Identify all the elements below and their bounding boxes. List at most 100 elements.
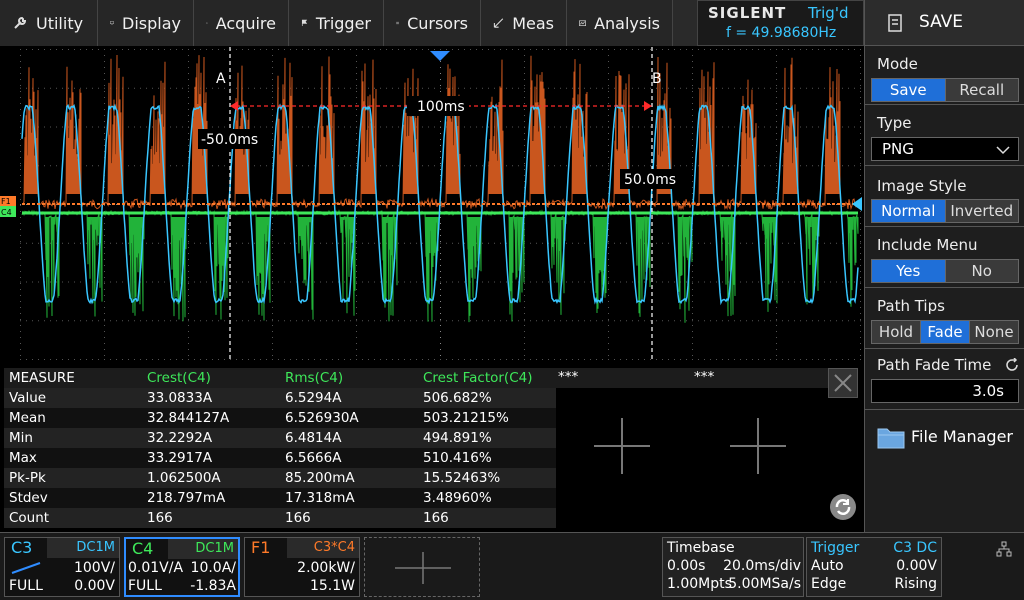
- path-fade-time-input[interactable]: 3.0s: [871, 379, 1019, 403]
- path-fade-time-section: Path Fade Time 3.0s: [865, 350, 1024, 410]
- menu-meas[interactable]: Meas: [481, 0, 567, 46]
- file-manager-label: File Manager: [911, 427, 1013, 446]
- cell: 32.2292A: [142, 428, 280, 448]
- c3-bandwidth: FULL: [9, 578, 43, 594]
- timebase-box[interactable]: Timebase 0.00s 20.0ms/div 1.00Mpts 5.00M…: [662, 537, 804, 597]
- include-menu-toggle: Yes No: [871, 259, 1019, 283]
- include-menu-yes-option[interactable]: Yes: [872, 260, 946, 282]
- measure-header-crest[interactable]: Crest(C4): [142, 368, 280, 388]
- type-section: Type PNG: [865, 106, 1024, 166]
- cell: 506.682%: [418, 388, 556, 408]
- measure-header-empty-1[interactable]: ***: [558, 369, 579, 385]
- sample-rate: 5.00MSa/s: [728, 576, 801, 592]
- cell: 85.200mA: [280, 468, 418, 488]
- include-menu-section: Include Menu Yes No: [865, 228, 1024, 288]
- f1-offset: 15.1W: [309, 578, 355, 594]
- f1-marker[interactable]: [0, 196, 16, 206]
- type-dropdown[interactable]: PNG: [871, 137, 1019, 161]
- menu-display[interactable]: Display: [98, 0, 194, 46]
- cursor-b-label: B: [652, 71, 662, 87]
- channel-c3-box[interactable]: C3 DC1M 100V/ FULL 0.00V: [4, 537, 120, 597]
- acquire-icon: [206, 22, 208, 24]
- cell: 3.48960%: [418, 488, 556, 508]
- type-value: PNG: [882, 140, 914, 158]
- save-panel: SAVE Mode Save Recall Type PNG Image Sty…: [864, 0, 1024, 532]
- floppy-icon: [888, 14, 902, 32]
- menu-utility[interactable]: Utility: [0, 0, 98, 46]
- measure-header-rms[interactable]: Rms(C4): [280, 368, 418, 388]
- row-label: Min: [4, 428, 142, 448]
- trigger-position-marker[interactable]: [430, 51, 450, 61]
- path-tips-fade-option[interactable]: Fade: [921, 321, 970, 343]
- f1-scale: 2.00kW/: [297, 560, 355, 576]
- panel-title: SAVE: [919, 12, 964, 32]
- timebase-delay: 0.00s: [667, 558, 706, 574]
- menu-analysis[interactable]: Analysis: [567, 0, 673, 46]
- wrench-icon: [14, 16, 27, 29]
- path-tips-hold-option[interactable]: Hold: [872, 321, 921, 343]
- measure-header-empty-2[interactable]: ***: [694, 369, 715, 385]
- menu-acquire-label: Acquire: [215, 13, 276, 33]
- function-f1-box[interactable]: F1 C3*C4 2.00kW/ 15.1W: [244, 537, 360, 597]
- menu-acquire[interactable]: Acquire: [194, 0, 289, 46]
- row-label: Mean: [4, 408, 142, 428]
- mode-recall-option[interactable]: Recall: [945, 79, 1018, 101]
- table-row: Mean 32.844127A 6.526930A 503.21215%: [4, 408, 556, 428]
- c3-coupling: DC1M: [47, 538, 119, 558]
- path-tips-toggle: Hold Fade None: [871, 320, 1019, 344]
- file-manager-button[interactable]: File Manager: [865, 411, 1024, 467]
- cell: 15.52463%: [418, 468, 556, 488]
- table-row: Stdev 218.797mA 17.318mA 3.48960%: [4, 488, 556, 508]
- cursor-a-time: -50.0ms: [201, 132, 258, 148]
- channel-c4-box[interactable]: C4 DC1M 0.01V/A 10.0A/ FULL -1.83A: [124, 537, 240, 597]
- mode-save-option[interactable]: Save: [872, 79, 946, 101]
- include-menu-label: Include Menu: [877, 236, 978, 254]
- table-row: Min 32.2292A 6.4814A 494.891%: [4, 428, 556, 448]
- trigger-type: Edge: [811, 576, 847, 592]
- add-measure-icon[interactable]: [728, 416, 788, 476]
- cell: 6.5666A: [280, 448, 418, 468]
- chevron-down-icon: [996, 146, 1010, 155]
- menu-cursors[interactable]: Cursors: [384, 0, 481, 46]
- brand-status: SIGLENT Trig'd f = 49.98680Hz: [697, 0, 864, 46]
- path-tips-section: Path Tips Hold Fade None: [865, 289, 1024, 349]
- path-tips-none-option[interactable]: None: [970, 321, 1018, 343]
- c3-tag: C3: [5, 538, 47, 558]
- grid-cursor-icon: [396, 21, 399, 25]
- c4-marker[interactable]: [0, 206, 16, 217]
- row-label: Value: [4, 388, 142, 408]
- c4-coupling: DC1M: [168, 539, 238, 559]
- close-icon: [834, 374, 852, 392]
- cell: 33.0833A: [142, 388, 280, 408]
- include-menu-no-option[interactable]: No: [945, 260, 1018, 282]
- network-icon[interactable]: [996, 541, 1012, 557]
- table-row: Value 33.0833A 6.5294A 506.682%: [4, 388, 556, 408]
- traces: [21, 54, 859, 323]
- measure-header-label: MEASURE: [4, 368, 142, 388]
- plus-icon: [395, 552, 451, 584]
- waveform-display[interactable]: A B 100ms -50.0ms 50.0ms F1 C4: [0, 47, 864, 361]
- image-style-normal-option[interactable]: Normal: [872, 200, 946, 222]
- menu-meas-label: Meas: [512, 13, 554, 33]
- save-header: SAVE: [865, 0, 1024, 46]
- type-label: Type: [877, 114, 912, 132]
- cursor-delta-arrow-left: [230, 101, 238, 111]
- cursor-delta-value: 100ms: [417, 99, 465, 115]
- refresh-icon[interactable]: [828, 492, 858, 522]
- ruler-icon: [493, 18, 504, 28]
- path-tips-label: Path Tips: [877, 297, 945, 315]
- c4-scale: 10.0A/: [190, 560, 236, 576]
- brand-logo: SIGLENT: [708, 4, 787, 22]
- trigger-source: C3 DC: [893, 540, 937, 556]
- measure-header-crest-factor[interactable]: Crest Factor(C4): [418, 368, 556, 388]
- trigger-box[interactable]: Trigger C3 DC Auto 0.00V Edge Rising: [806, 537, 942, 597]
- menu-trigger[interactable]: Trigger: [289, 0, 384, 46]
- add-channel-button[interactable]: [364, 537, 480, 597]
- cell: 166: [280, 508, 418, 528]
- trigger-level-marker[interactable]: [852, 197, 862, 211]
- close-measure-button[interactable]: [828, 368, 858, 398]
- f1-marker-label: F1: [1, 197, 11, 206]
- cursor-b-time-box: [620, 169, 680, 189]
- image-style-inverted-option[interactable]: Inverted: [945, 200, 1018, 222]
- add-measure-icon[interactable]: [592, 416, 652, 476]
